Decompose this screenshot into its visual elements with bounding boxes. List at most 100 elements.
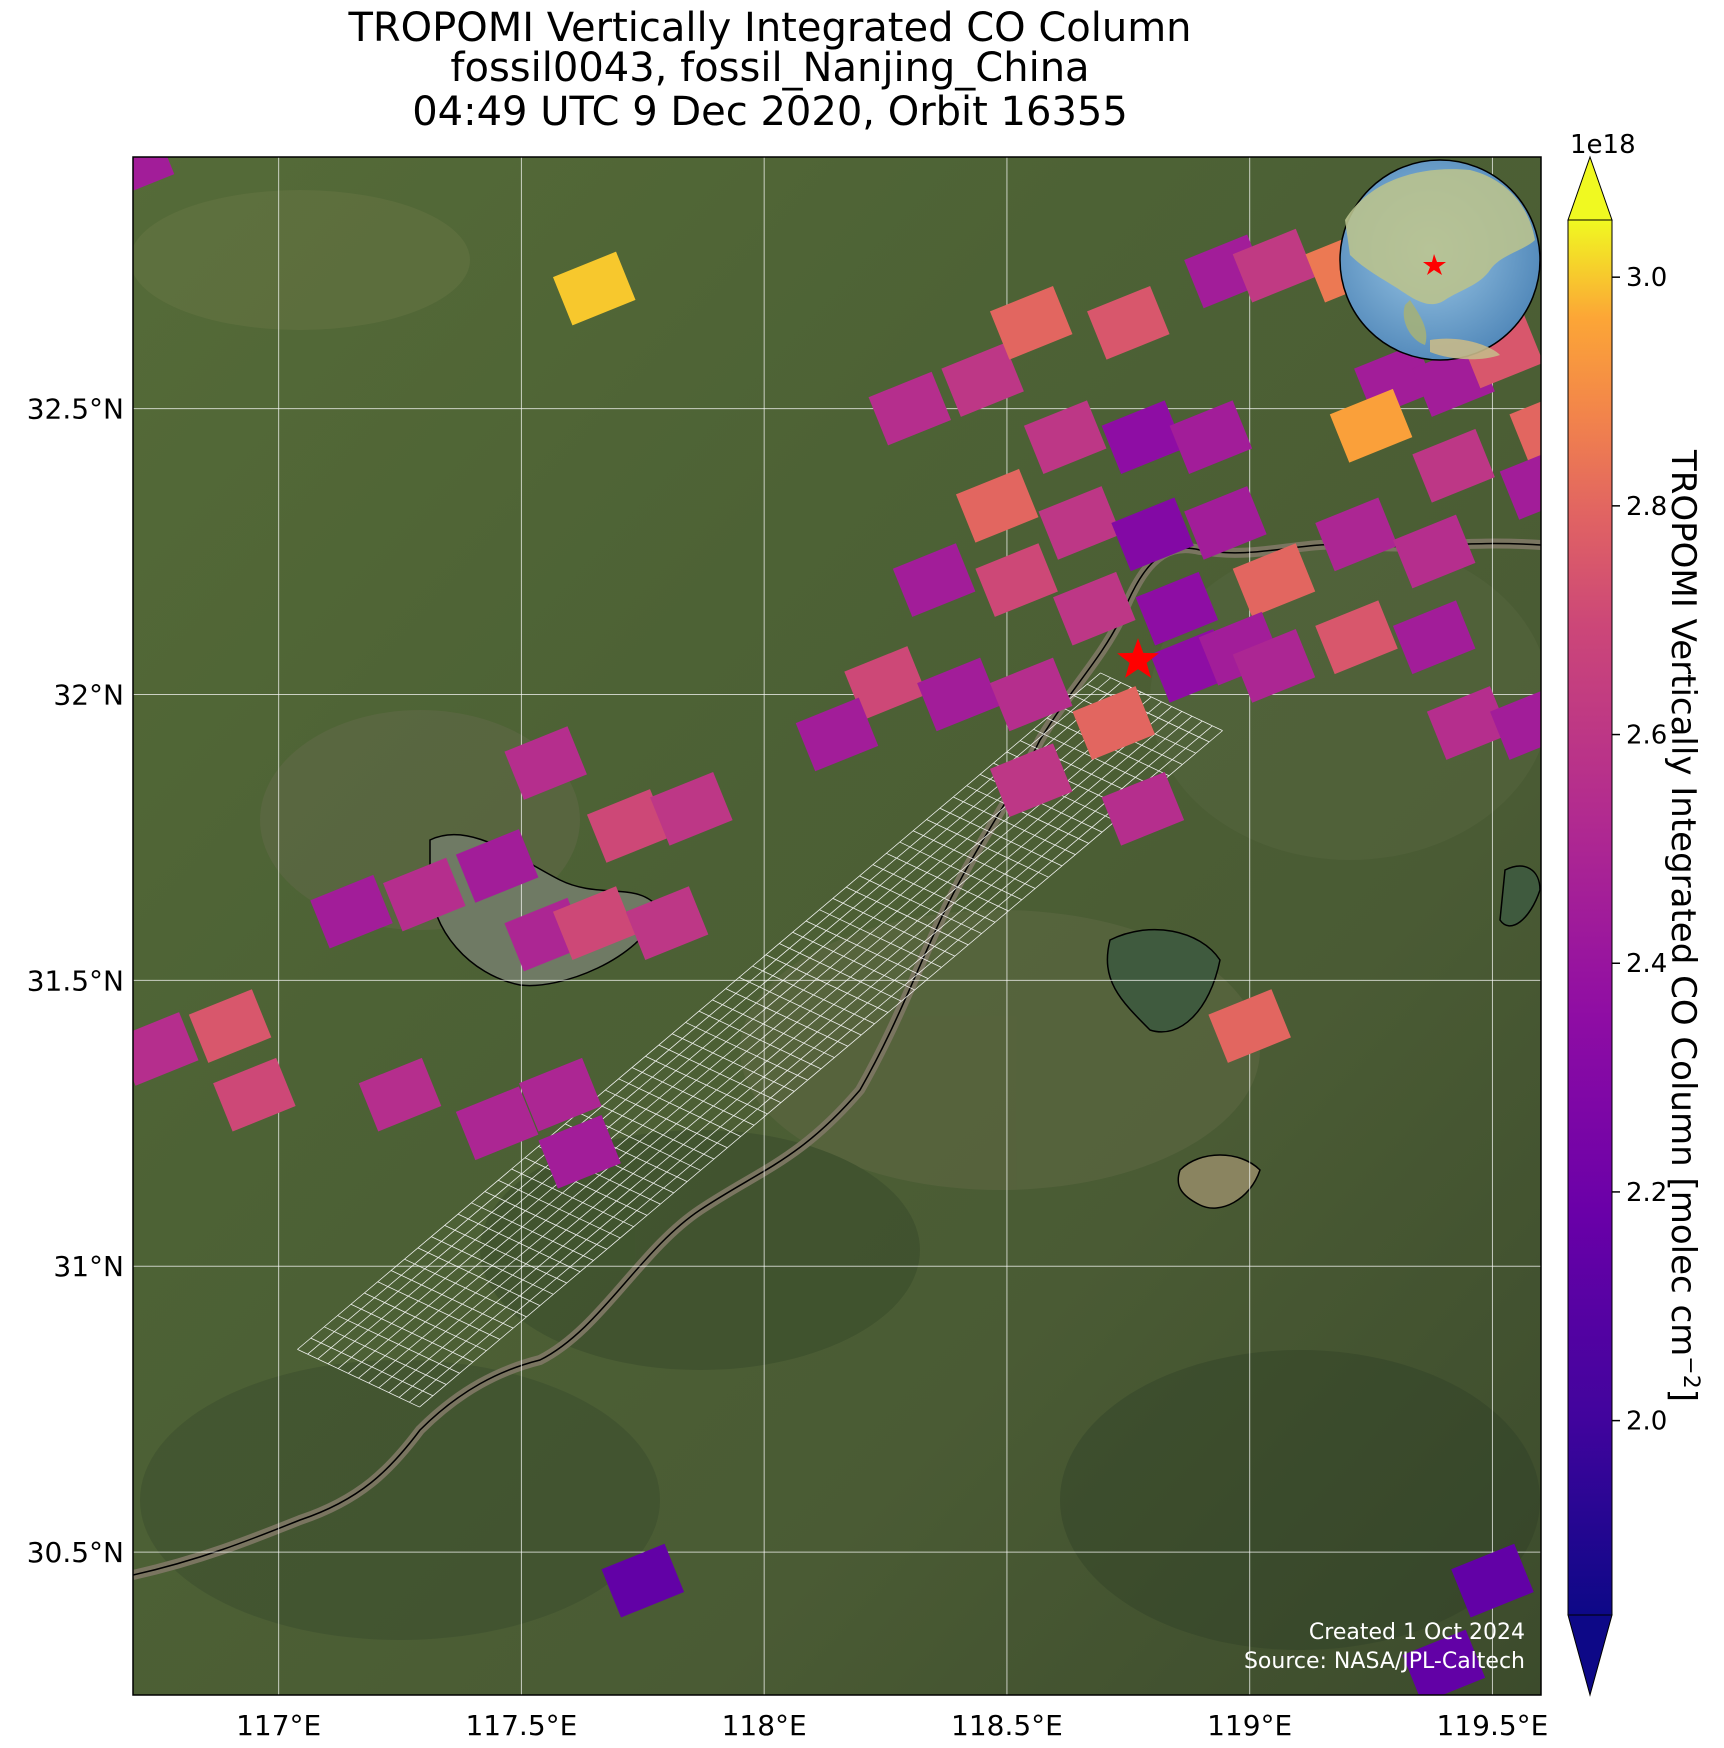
nanjing-site-star	[1117, 638, 1159, 678]
swath-line	[398, 720, 1203, 1398]
co-pixel	[1315, 497, 1398, 572]
colorbar-tick-label: 2.8	[1626, 492, 1667, 522]
colorbar-ticks: 2.0 2.2 2.4 2.6 2.8 3.0	[1612, 263, 1667, 1437]
co-pixel	[795, 697, 879, 772]
co-pixel	[601, 1543, 685, 1618]
co-pixel	[455, 1086, 539, 1161]
australia-landmass	[1430, 338, 1500, 360]
swath-line	[378, 711, 1183, 1389]
co-pixel	[1169, 400, 1253, 474]
co-pixel	[650, 771, 733, 846]
co-pixel	[1072, 686, 1156, 760]
co-pixel	[955, 468, 1039, 543]
co-pixel	[941, 343, 1024, 417]
co-pixel	[1038, 486, 1122, 560]
inset-star-icon	[1423, 254, 1446, 275]
title-line-1: TROPOMI Vertically Integrated CO Column	[348, 5, 1192, 51]
colorbar-tick-label: 2.2	[1626, 1178, 1667, 1208]
co-pixel	[1490, 686, 1541, 760]
co-pixel	[1135, 571, 1219, 646]
colorbar-tick-label: 2.0	[1626, 1407, 1667, 1437]
co-pixel	[552, 251, 636, 326]
co-pixel	[188, 989, 272, 1063]
colorbar-label: TROPOMI Vertically Integrated CO Column …	[1663, 449, 1703, 1402]
co-pixel	[133, 157, 175, 200]
swath-line	[368, 706, 1172, 1384]
swath-line	[307, 677, 1111, 1355]
co-pixel	[1232, 543, 1316, 617]
co-pixel	[989, 743, 1073, 818]
co-pixel	[1412, 428, 1495, 503]
co-pixel	[868, 371, 952, 446]
colorbar-extend-bottom	[1567, 1614, 1613, 1697]
co-pixel	[133, 1012, 199, 1086]
co-pixel	[1101, 400, 1185, 474]
tropomi-swath-outline	[297, 672, 1223, 1408]
co-pixel	[975, 543, 1058, 617]
co-pixel	[1509, 388, 1541, 463]
map-panel	[133, 157, 1541, 1695]
lon-tick-label: 119.5°E	[1437, 1709, 1549, 1742]
lon-tick-label: 118.5°E	[951, 1709, 1063, 1742]
title-line-3: 04:49 UTC 9 Dec 2020, Orbit 16355	[412, 89, 1128, 135]
co-pixel	[310, 874, 393, 949]
colorbar-gradient	[1568, 220, 1612, 1615]
co-pixel	[1499, 446, 1541, 520]
colorbar-tick-label: 2.6	[1626, 721, 1667, 751]
co-pixel	[455, 829, 539, 903]
swath-line	[419, 730, 1223, 1408]
lon-tick-label: 117°E	[236, 1709, 321, 1742]
co-pixel	[1402, 1629, 1486, 1695]
co-pixel	[383, 857, 466, 932]
co-pixel	[1392, 600, 1476, 675]
co-pixel	[1208, 989, 1291, 1063]
asia-landmass	[1345, 169, 1535, 305]
co-pixel	[504, 726, 587, 800]
co-pixel	[1023, 400, 1107, 474]
axis-tick-labels: 117°E 117.5°E 118°E 118.5°E 119°E 119.5°E 32.5…	[27, 393, 1549, 1742]
colorbar-tick-label: 3.0	[1626, 263, 1667, 293]
lat-tick-label: 31.5°N	[27, 964, 124, 997]
co-pixel	[1232, 228, 1316, 303]
co-pixel	[989, 657, 1073, 732]
credit-source: Source: NASA/JPL-Caltech	[1244, 1649, 1525, 1674]
star-icon	[1117, 638, 1159, 678]
indochina-landmass	[1403, 300, 1427, 345]
lon-tick-label: 119°E	[1207, 1709, 1292, 1742]
map-border	[132, 156, 1542, 1696]
co-pixel	[586, 789, 670, 863]
graticule	[133, 157, 1541, 1695]
co-pixel	[989, 285, 1073, 360]
co-pixel	[1392, 514, 1476, 589]
co-pixel	[1111, 497, 1194, 572]
co-pixel	[1329, 388, 1413, 463]
co-pixel	[1184, 486, 1267, 560]
swath-line	[297, 672, 1101, 1350]
colorbar-tick-label: 2.4	[1626, 949, 1667, 979]
swath-line	[327, 687, 1132, 1365]
co-pixel	[1315, 600, 1398, 675]
co-pixel	[1087, 285, 1170, 360]
lat-tick-label: 32.5°N	[27, 393, 124, 426]
co-pixel	[917, 657, 1000, 732]
title-line-2: fossil0043, fossil_Nanjing_China	[450, 45, 1090, 91]
swath-line	[409, 725, 1213, 1403]
colorbar-frame	[1567, 219, 1613, 1616]
co-pixel	[518, 1057, 602, 1132]
co-pixel	[1426, 686, 1510, 760]
co-pixel	[538, 1114, 621, 1189]
swath-line	[317, 682, 1122, 1360]
co-pixel	[552, 886, 636, 960]
co-pixel	[358, 1057, 442, 1132]
colorbar: 2.0 2.2 2.4 2.6 2.8 3.0 1e18 TROPOMI Vertical…	[1567, 130, 1703, 1697]
lon-tick-label: 117.5°E	[465, 1709, 577, 1742]
colorbar-extend-top	[1567, 155, 1613, 221]
swath-line	[358, 701, 1162, 1379]
co-pixels	[133, 157, 1541, 1695]
co-pixel	[1451, 1543, 1534, 1618]
inset-globe	[1339, 159, 1541, 361]
co-pixel	[1232, 629, 1316, 703]
co-pixel	[844, 646, 927, 720]
colorbar-multiplier: 1e18	[1570, 130, 1636, 160]
